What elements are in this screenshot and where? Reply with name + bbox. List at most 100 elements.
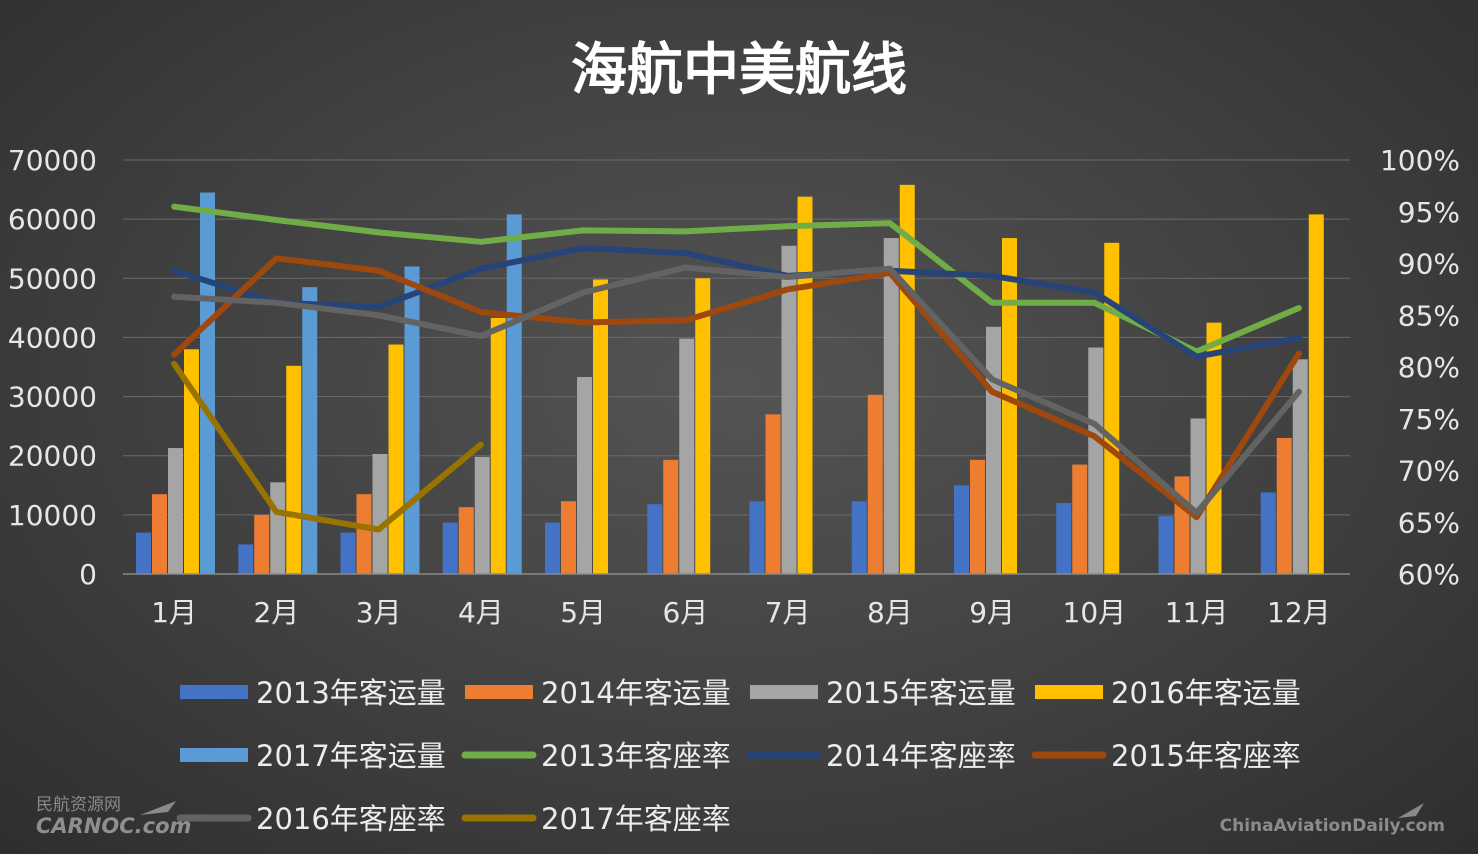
legend-item: 2016年客座率 (176, 802, 446, 836)
bar (356, 494, 372, 574)
bar (1292, 359, 1308, 574)
legend-swatch (750, 685, 818, 699)
watermark-chinaaviationdaily: ChinaAviationDaily.com (1220, 803, 1445, 836)
plane-icon (140, 801, 176, 815)
y-right-tick-label: 65% (1398, 506, 1460, 539)
y-left-tick-label: 10000 (8, 499, 97, 532)
y-left-tick-label: 60000 (8, 203, 97, 236)
bar (1308, 214, 1324, 574)
legend: 2013年客运量 2014年客运量 2015年客运量 2016年客运量 2017年客运量… (176, 676, 1301, 836)
bar (986, 326, 1001, 574)
bar (1104, 242, 1120, 575)
bar (647, 504, 663, 574)
legend-label: 2014年客运量 (541, 676, 731, 710)
bar (506, 214, 522, 574)
series-line (171, 264, 1302, 516)
y-right-tick-label: 95% (1398, 196, 1460, 229)
bar (577, 377, 592, 574)
legend-item: 2014年客运量 (465, 676, 731, 710)
x-tick-label: 2月 (253, 596, 299, 629)
bar (797, 196, 813, 574)
bar (404, 266, 420, 574)
y-left-tick-label: 50000 (8, 262, 97, 295)
y-right-tick-label: 85% (1398, 299, 1460, 332)
legend-swatch (465, 685, 533, 699)
bar (883, 238, 899, 574)
bar (1158, 516, 1174, 574)
x-tick-label: 5月 (560, 596, 606, 629)
x-tick-label: 11月 (1165, 596, 1229, 629)
bar (1088, 347, 1104, 574)
y-right-tick-label: 100% (1380, 144, 1460, 177)
bar (254, 514, 270, 574)
bar (695, 278, 711, 574)
bar (168, 448, 183, 574)
bar (372, 453, 388, 574)
gridlines (123, 159, 1350, 516)
bar (663, 459, 679, 574)
bar (490, 317, 506, 574)
bar (302, 287, 318, 574)
bar (1174, 476, 1190, 574)
bar (749, 501, 765, 574)
bar (1206, 322, 1222, 574)
y-left-tick-label: 20000 (8, 440, 97, 473)
bar (561, 501, 576, 574)
legend-swatch (1035, 685, 1103, 699)
bar (781, 245, 797, 574)
chart-title: 海航中美航线 (571, 38, 907, 103)
bar (679, 338, 695, 574)
y-right-tick-label: 70% (1398, 455, 1460, 488)
legend-item: 2013年客座率 (461, 739, 731, 773)
legend-label: 2014年客座率 (826, 739, 1016, 773)
bar (1072, 464, 1088, 574)
bar (1190, 418, 1206, 574)
y-left-tick-label: 0 (79, 558, 97, 591)
bar (1002, 238, 1017, 574)
legend-item: 2015年客运量 (750, 676, 1016, 710)
x-tick-label: 12月 (1267, 596, 1331, 629)
bar (954, 485, 969, 574)
bar (238, 544, 254, 574)
series-line (171, 203, 1302, 355)
x-tick-label: 6月 (662, 596, 708, 629)
legend-label: 2015年客座率 (1111, 739, 1301, 773)
lines (171, 203, 1302, 533)
legend-label: 2016年客座率 (256, 802, 446, 836)
bar (152, 494, 167, 574)
bar (545, 522, 560, 574)
bars (136, 184, 1324, 575)
bar (765, 414, 781, 574)
legend-label: 2015年客运量 (826, 676, 1016, 710)
bar (270, 482, 286, 574)
x-tick-label: 8月 (867, 596, 913, 629)
legend-label: 2017年客运量 (256, 739, 446, 773)
bar (593, 279, 608, 574)
legend-item: 2014年客座率 (746, 739, 1016, 773)
bar (970, 459, 985, 574)
bar (388, 344, 404, 574)
bar (1276, 437, 1292, 574)
plane-icon (1398, 803, 1424, 818)
bar (851, 501, 867, 574)
bar (867, 394, 883, 574)
x-tick-label: 7月 (765, 596, 811, 629)
bar (200, 192, 215, 574)
watermark-carnoc-en: CARNOC.com (36, 814, 191, 838)
legend-swatch (180, 685, 248, 699)
watermark-carnoc: 民航资源网 CARNOC.com (36, 795, 191, 838)
series-line (171, 245, 1302, 360)
y-right-tick-label: 75% (1398, 403, 1460, 436)
legend-item: 2015年客座率 (1031, 739, 1301, 773)
series-line (171, 360, 484, 533)
bar (1260, 492, 1276, 574)
series-line (171, 255, 1302, 521)
x-tick-label: 10月 (1063, 596, 1127, 629)
legend-label: 2016年客运量 (1111, 676, 1301, 710)
watermark-carnoc-cn: 民航资源网 (36, 795, 121, 815)
watermark-cad-text: ChinaAviationDaily.com (1220, 816, 1445, 836)
legend-swatch (180, 748, 248, 762)
bar (442, 522, 458, 574)
legend-label: 2013年客运量 (256, 676, 446, 710)
